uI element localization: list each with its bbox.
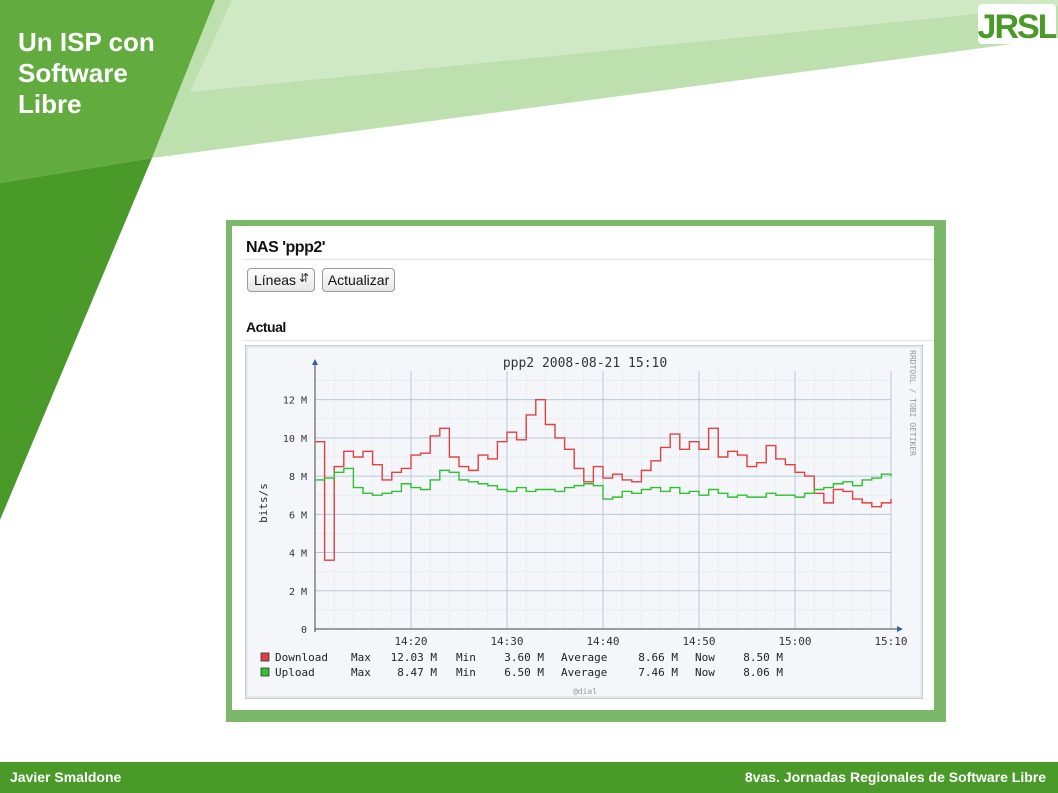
legend-max-value: 12.03 M <box>391 651 438 664</box>
y-tick-label: 2 M <box>289 587 307 598</box>
legend-min-label: Min <box>456 651 476 664</box>
graph-footer-tag: @dial <box>573 687 597 696</box>
view-select[interactable]: Líneas ⇵ <box>247 268 315 292</box>
divider <box>242 259 934 260</box>
legend-min-value: 6.50 M <box>504 666 544 679</box>
y-tick-label: 8 M <box>289 472 307 483</box>
x-tick-label: 14:30 <box>490 635 523 648</box>
author-name: Javier Smaldone <box>10 769 122 785</box>
view-select-value: Líneas <box>254 272 297 288</box>
legend-now-label: Now <box>695 651 715 664</box>
legend-average-value: 8.66 M <box>638 651 678 664</box>
x-tick-label: 14:20 <box>394 635 427 648</box>
x-tick-label: 14:40 <box>586 635 619 648</box>
y-tick-label: 10 M <box>283 434 307 445</box>
legend-max-value: 8.47 M <box>397 666 437 679</box>
pale-green-band <box>190 0 1058 92</box>
y-tick-label: 0 <box>301 625 307 636</box>
dark-green-triangle <box>0 158 152 520</box>
logo-text: JRSL <box>978 8 1056 44</box>
content-area-left <box>0 593 146 762</box>
x-axis-arrow <box>897 626 903 632</box>
jrsl-logo: JRSL <box>978 4 1056 44</box>
y-axis-label: bits/s <box>257 483 270 523</box>
series-line-download <box>315 398 892 561</box>
legend-min-value: 3.60 M <box>504 651 544 664</box>
legend-min-label: Min <box>456 666 476 679</box>
legend-swatch <box>260 667 270 677</box>
footer-bar: Javier Smaldone 8vas. Jornadas Regionale… <box>0 762 1058 793</box>
slide-title-line: Software <box>18 58 128 88</box>
legend-average-label: Average <box>561 651 607 664</box>
legend-now-value: 8.50 M <box>743 651 783 664</box>
legend-average-value: 7.46 M <box>638 666 678 679</box>
chart-title: ppp2 2008-08-21 15:10 <box>503 356 667 371</box>
slide-title-line: Libre <box>18 89 82 119</box>
y-axis-arrow <box>312 359 318 365</box>
legend-series-name: Download <box>275 651 328 664</box>
x-tick-label: 14:50 <box>682 635 715 648</box>
legend-now-value: 8.06 M <box>743 666 783 679</box>
series-line-upload <box>315 467 892 500</box>
nas-heading: NAS 'ppp2' <box>246 239 326 256</box>
legend-max-label: Max <box>351 666 371 679</box>
screenshot-frame: NAS 'ppp2' Líneas ⇵ Actualizar Actual pp… <box>226 220 946 722</box>
divider <box>242 340 934 341</box>
section-heading: Actual <box>246 319 286 335</box>
refresh-button[interactable]: Actualizar <box>322 268 395 292</box>
legend-swatch <box>260 652 270 662</box>
chevron-updown-icon: ⇵ <box>298 271 309 285</box>
y-tick-label: 12 M <box>283 396 307 407</box>
legend-now-label: Now <box>695 666 715 679</box>
x-tick-label: 15:00 <box>778 635 811 648</box>
legend-max-label: Max <box>351 651 371 664</box>
legend-series-name: Upload <box>275 666 315 679</box>
event-name: 8vas. Jornadas Regionales de Software Li… <box>744 769 1046 785</box>
slide-title-line: Un ISP con <box>18 27 155 57</box>
legend-average-label: Average <box>561 666 607 679</box>
traffic-graph: ppp2 2008-08-21 15:10 bits/s RRDTOOL / T… <box>245 345 923 699</box>
rrdtool-watermark: RRDTOOL / TOBI OETIKER <box>908 350 917 456</box>
green-corner-block <box>0 0 215 183</box>
slide-title: Un ISP con Software Libre <box>18 27 208 120</box>
x-tick-label: 15:10 <box>874 635 907 648</box>
y-tick-label: 6 M <box>289 510 307 521</box>
y-tick-label: 4 M <box>289 549 307 560</box>
nas-panel: NAS 'ppp2' Líneas ⇵ Actualizar Actual pp… <box>232 226 934 710</box>
